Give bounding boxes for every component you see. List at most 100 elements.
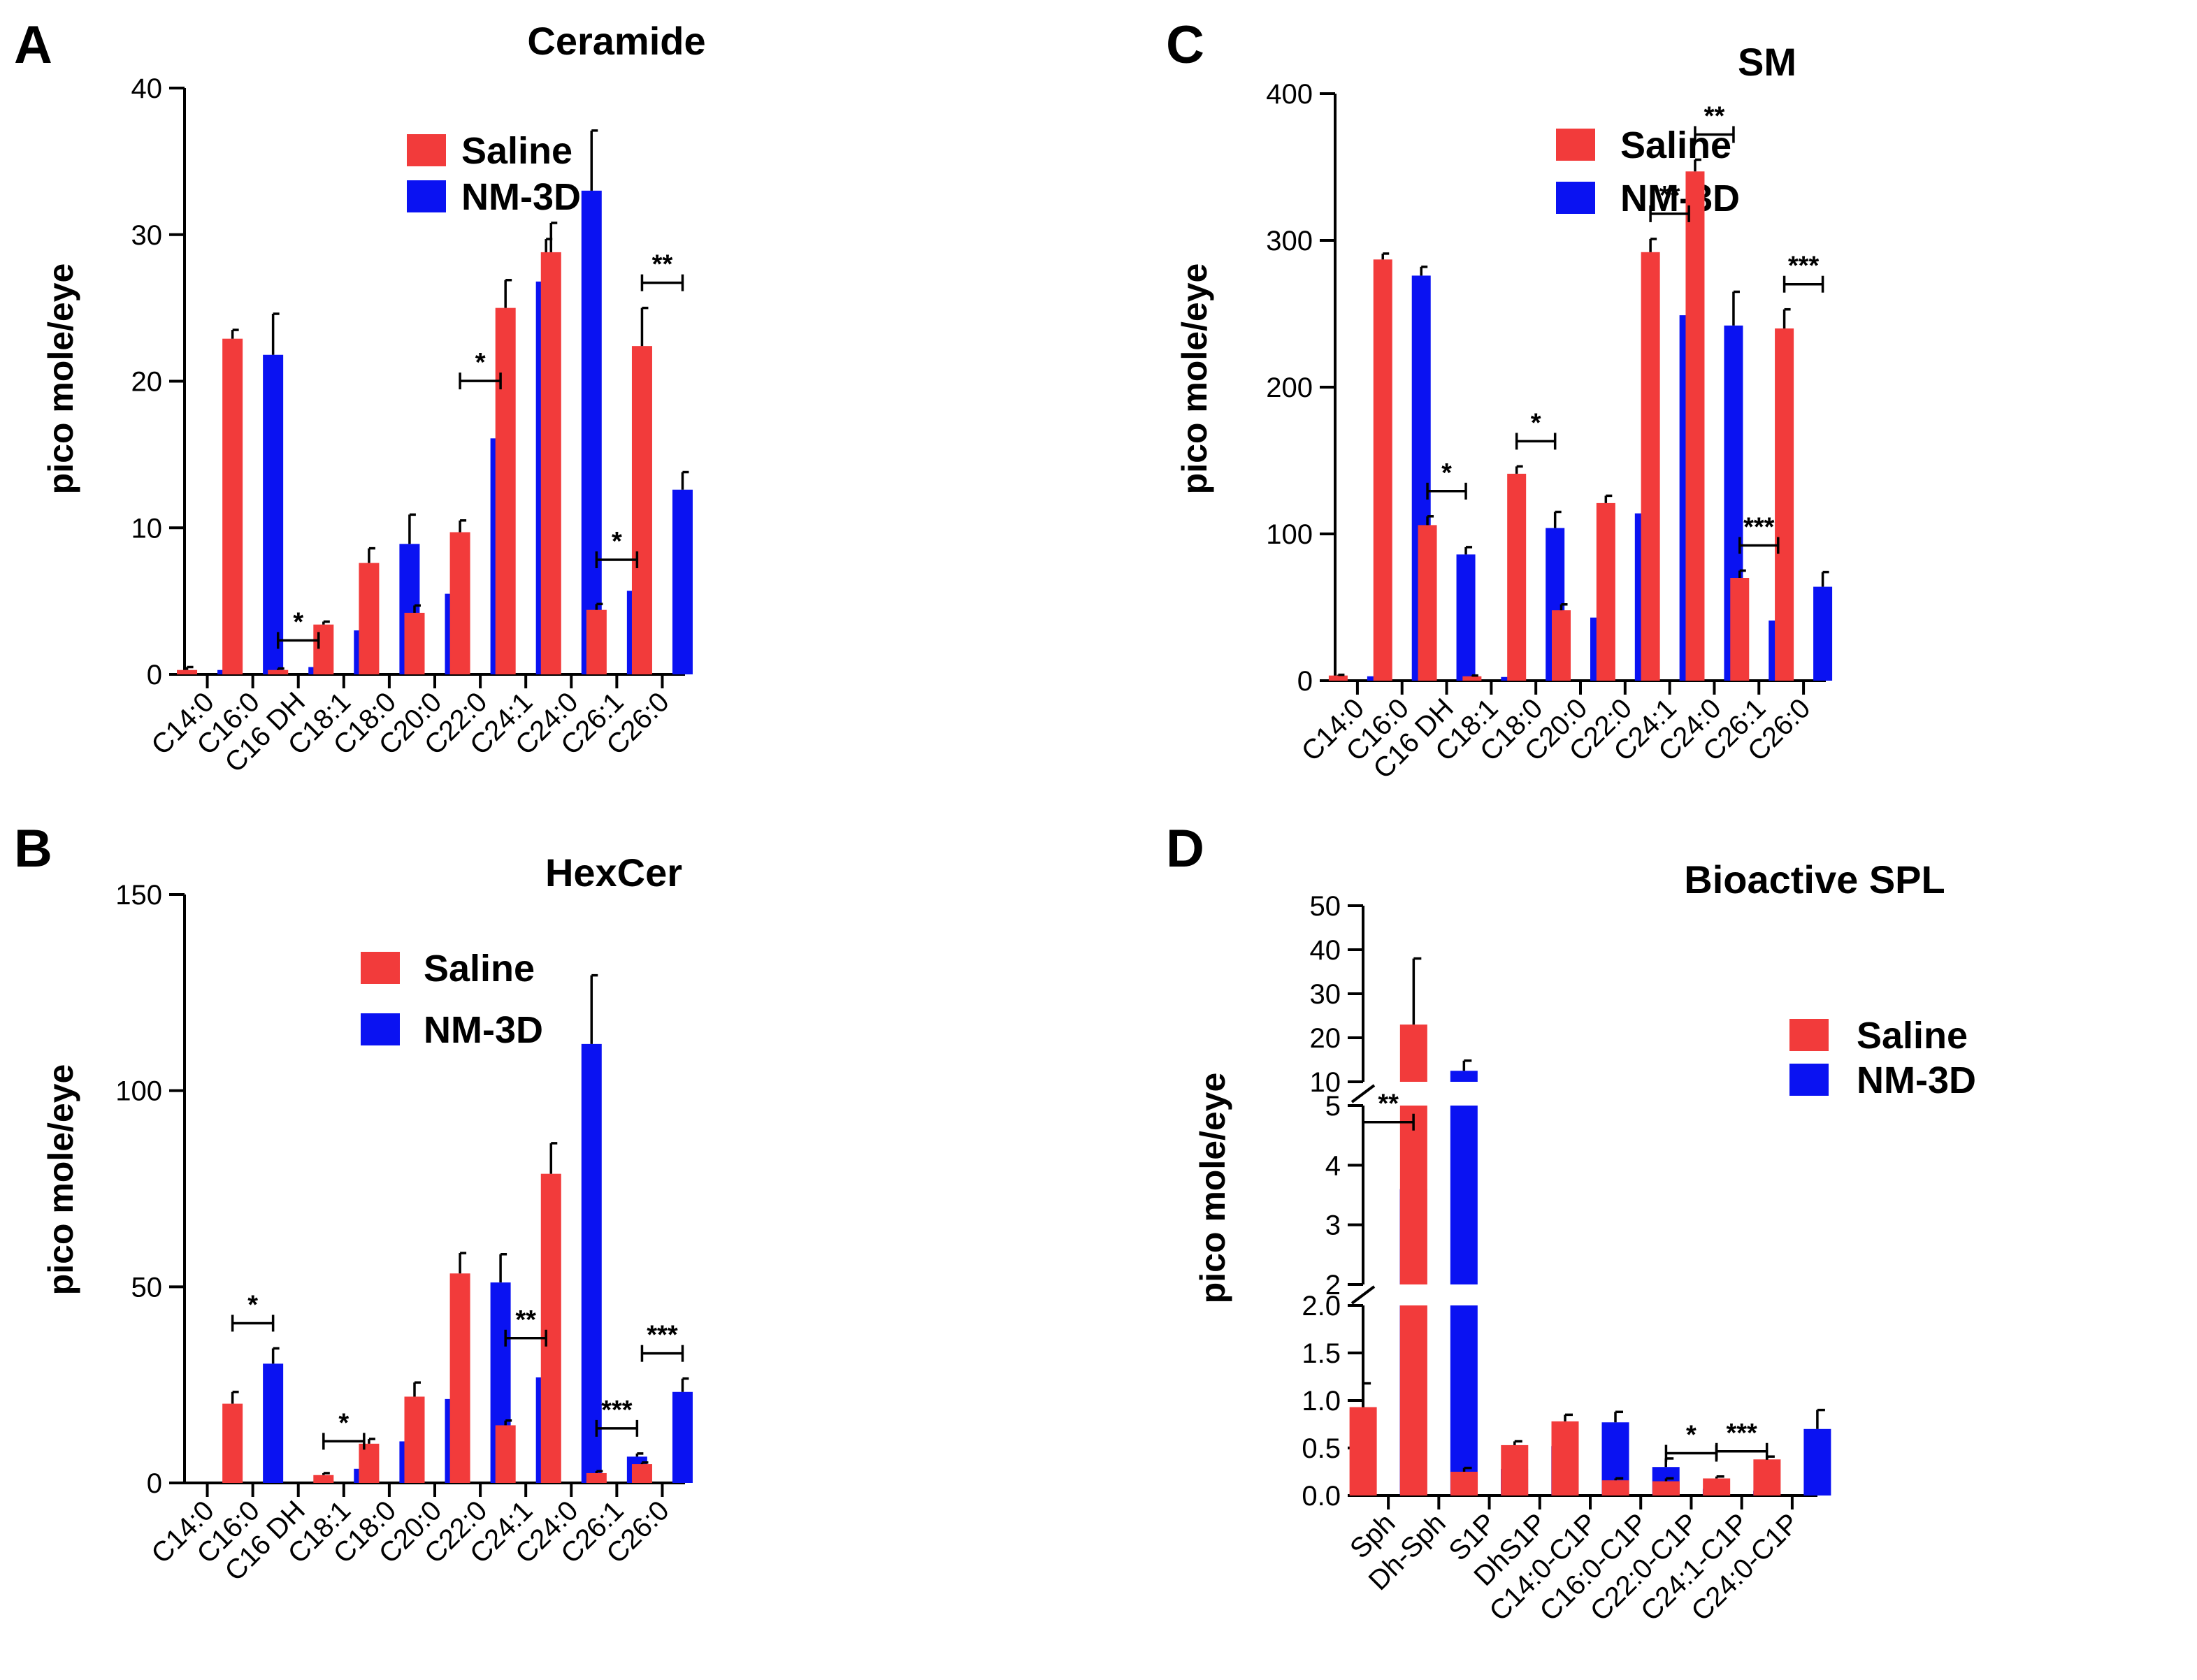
saline-bar-c26-0 bbox=[1775, 328, 1794, 681]
saline-bar-c22-0-c1p bbox=[1652, 1481, 1680, 1496]
y-tick-label: 100 bbox=[115, 1076, 162, 1107]
y-tick-label: 100 bbox=[1266, 519, 1313, 550]
y-tick-label: 1.0 bbox=[1302, 1386, 1341, 1417]
saline-bar-s1p bbox=[1450, 1472, 1478, 1496]
saline-bar-sph bbox=[1349, 1407, 1377, 1496]
saline-bar-c22-0 bbox=[449, 532, 470, 674]
significance-label: ** bbox=[652, 250, 673, 280]
legend-saline-label: Saline bbox=[461, 130, 572, 172]
y-tick-label: 300 bbox=[1266, 226, 1313, 256]
panel-a-letter: A bbox=[14, 15, 52, 75]
nm3d-bar-dh-sph bbox=[1450, 1305, 1478, 1496]
panel-c: C SM pico mole/eye Saline NM-3D 0 100 200 3… bbox=[1166, 15, 1833, 785]
saline-bar-c16-0-c1p bbox=[1601, 1480, 1629, 1496]
saline-bar-dh-sph bbox=[1399, 1305, 1427, 1496]
saline-bar-c18-1 bbox=[313, 624, 334, 674]
legend-nm3d-swatch bbox=[1789, 1064, 1829, 1096]
nm3d-bar-dh-sph-upper bbox=[1450, 1106, 1478, 1284]
saline-bar-dh-sph-upper bbox=[1399, 1106, 1427, 1284]
panel-d: D Bioactive SPL pico mole/eye Saline NM-… bbox=[1166, 819, 1976, 1627]
panel-c-legend: Saline NM-3D bbox=[1556, 124, 1740, 219]
significance-label: * bbox=[612, 527, 622, 556]
nm3d-bar-dh-sph-upper bbox=[1450, 1071, 1478, 1082]
y-tick-label: 150 bbox=[115, 880, 162, 911]
y-tick-label: 3 bbox=[1325, 1210, 1341, 1241]
saline-bar-c16-dh bbox=[1418, 525, 1437, 681]
nm3d-bar-c24-0 bbox=[581, 1043, 602, 1483]
y-tick-label: 5 bbox=[1325, 1091, 1341, 1122]
panel-d-legend: Saline NM-3D bbox=[1789, 1015, 1976, 1101]
y-tick-label: 10 bbox=[1310, 1067, 1341, 1098]
significance-label: *** bbox=[601, 1396, 633, 1425]
legend-saline-swatch bbox=[1789, 1019, 1829, 1051]
saline-bar-c22-0 bbox=[1596, 502, 1615, 681]
panel-d-letter: D bbox=[1166, 819, 1204, 878]
saline-bar-dhs1p bbox=[1501, 1444, 1529, 1496]
nm3d-bar-c16-0 bbox=[263, 354, 284, 674]
y-tick-label: 40 bbox=[1310, 935, 1341, 966]
significance-label: *** bbox=[1788, 252, 1820, 281]
significance-label: * bbox=[1686, 1421, 1697, 1450]
significance-label: * bbox=[247, 1290, 258, 1319]
saline-bar-c18-0 bbox=[359, 1443, 380, 1483]
significance-label: *** bbox=[1743, 513, 1775, 542]
y-tick-label: 10 bbox=[131, 513, 163, 544]
panel-b-legend: Saline NM-3D bbox=[361, 948, 543, 1051]
legend-saline-swatch bbox=[361, 952, 400, 984]
panel-b: B HexCer pico mole/eye Saline NM-3D 0 50 1… bbox=[14, 819, 693, 1587]
y-tick-label: 0.0 bbox=[1302, 1481, 1341, 1512]
legend-saline-label: Saline bbox=[424, 948, 535, 990]
saline-bar-c20-0 bbox=[1552, 610, 1571, 681]
saline-bar-c24-1 bbox=[495, 307, 516, 674]
y-tick-label: 30 bbox=[1310, 979, 1341, 1010]
panel-c-letter: C bbox=[1166, 15, 1204, 75]
y-tick-label: 40 bbox=[131, 73, 163, 104]
significance-label: * bbox=[475, 348, 486, 377]
saline-bar-dh-sph-upper bbox=[1399, 1024, 1427, 1082]
saline-bar-c26-0 bbox=[631, 1464, 652, 1483]
saline-bar-c20-0 bbox=[404, 1396, 425, 1483]
y-tick-label: 200 bbox=[1266, 372, 1313, 403]
significance-label: *** bbox=[1726, 1419, 1757, 1448]
significance-label: * bbox=[1441, 458, 1452, 488]
y-tick-label: 50 bbox=[131, 1272, 163, 1303]
saline-bar-c24-0 bbox=[1685, 171, 1705, 681]
saline-bar-c24-1 bbox=[495, 1425, 516, 1483]
saline-bar-c16-dh bbox=[268, 669, 289, 674]
significance-label: * bbox=[1531, 408, 1541, 437]
nm3d-bar-c24-0 bbox=[581, 190, 602, 674]
panel-b-y-axis-label: pico mole/eye bbox=[41, 1064, 80, 1296]
y-tick-label: 400 bbox=[1266, 79, 1313, 110]
nm3d-bar-c26-0 bbox=[672, 489, 693, 674]
y-tick-label: 0 bbox=[147, 660, 162, 690]
legend-saline-label: Saline bbox=[1620, 124, 1731, 166]
saline-bar-c14-0-c1p bbox=[1551, 1421, 1579, 1496]
saline-bar-c24-1-c1p bbox=[1703, 1478, 1731, 1496]
y-tick-label: 20 bbox=[131, 367, 163, 398]
legend-nm3d-swatch bbox=[407, 180, 446, 212]
panel-a-legend: Saline NM-3D bbox=[407, 130, 581, 218]
panel-c-y-axis-label: pico mole/eye bbox=[1175, 263, 1214, 495]
legend-nm3d-swatch bbox=[1556, 182, 1595, 214]
panel-b-title: HexCer bbox=[545, 850, 682, 895]
legend-nm3d-label: NM-3D bbox=[1620, 178, 1740, 219]
significance-label: *** bbox=[647, 1321, 678, 1350]
significance-label: ** bbox=[1378, 1089, 1399, 1119]
y-tick-label: 50 bbox=[1310, 891, 1341, 922]
saline-bar-c22-0 bbox=[449, 1273, 470, 1483]
significance-label: ** bbox=[1704, 102, 1725, 131]
axis-break-mark bbox=[1350, 1285, 1376, 1305]
saline-bar-c18-1 bbox=[1462, 676, 1482, 681]
nm3d-bar-c16-dh bbox=[1456, 554, 1476, 681]
saline-bar-c14-0 bbox=[177, 669, 198, 674]
panel-a: A Ceramide pico mole/eye Saline NM-3D 0 1… bbox=[14, 15, 706, 779]
y-tick-label: 2.0 bbox=[1302, 1291, 1341, 1321]
y-tick-label: 0 bbox=[1297, 666, 1313, 697]
saline-bar-c26-0 bbox=[631, 346, 652, 674]
saline-bar-c14-0 bbox=[1328, 675, 1348, 681]
saline-bar-c20-0 bbox=[404, 612, 425, 674]
nm3d-bar-c24-0-c1p bbox=[1803, 1428, 1831, 1496]
